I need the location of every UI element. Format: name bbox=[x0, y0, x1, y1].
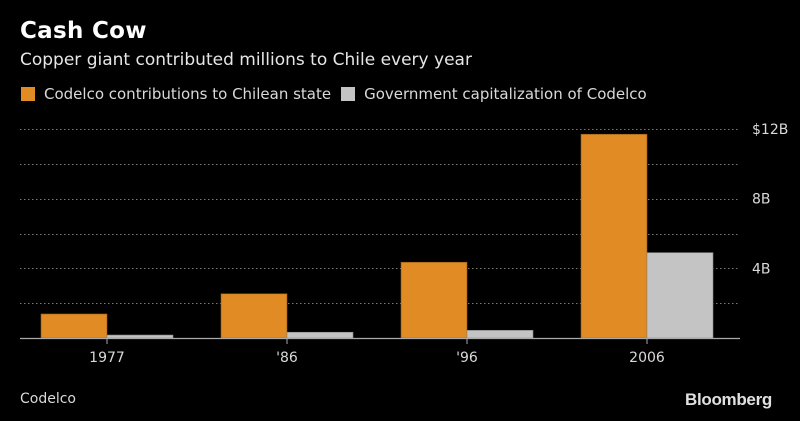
source-note: Codelco bbox=[20, 391, 76, 407]
x-axis: 1977 '86 '96 2006 bbox=[20, 337, 740, 366]
legend-swatch-contributions bbox=[21, 87, 35, 101]
x-tick-label: 2006 bbox=[629, 350, 665, 366]
bar-capitalization bbox=[466, 330, 534, 339]
bar-contributions bbox=[400, 261, 468, 339]
bar-contributions bbox=[580, 133, 648, 339]
bar-capitalization bbox=[106, 334, 174, 339]
y-axis-labels: 4B 8B $12B bbox=[752, 122, 788, 277]
legend-item-capitalization: Government capitalization of Codelco bbox=[341, 85, 647, 103]
bar-contributions bbox=[40, 313, 108, 339]
bar-contributions bbox=[220, 293, 288, 339]
x-tick-label: 1977 bbox=[89, 350, 125, 366]
bars bbox=[40, 133, 714, 339]
y-tick-label: $12B bbox=[752, 122, 788, 138]
y-tick-label: 8B bbox=[752, 192, 771, 208]
legend: Codelco contributions to Chilean state G… bbox=[21, 85, 657, 103]
chart-title: Cash Cow bbox=[20, 18, 147, 44]
bloomberg-logo: Bloomberg bbox=[684, 390, 772, 409]
legend-label-contributions: Codelco contributions to Chilean state bbox=[44, 85, 332, 103]
legend-swatch-capitalization bbox=[341, 87, 356, 101]
legend-item-contributions: Codelco contributions to Chilean state bbox=[21, 85, 331, 103]
chart-subtitle: Copper giant contributed millions to Chi… bbox=[20, 50, 472, 70]
x-tick-label: '96 bbox=[456, 350, 478, 366]
x-tick-label: '86 bbox=[276, 350, 298, 366]
bar-capitalization bbox=[646, 252, 714, 339]
bar-capitalization bbox=[286, 331, 354, 339]
y-tick-label: 4B bbox=[752, 261, 771, 277]
legend-label-capitalization: Government capitalization of Codelco bbox=[364, 85, 647, 103]
